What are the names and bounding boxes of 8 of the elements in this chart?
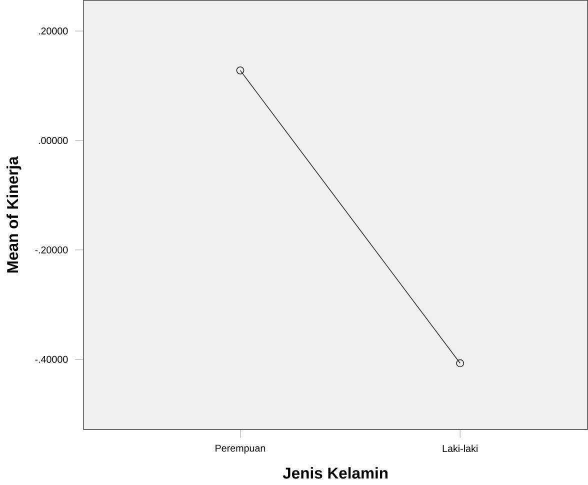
y-tick-label: .20000 — [38, 27, 68, 34]
y-axis-title: Mean of Kinerja — [6, 156, 22, 272]
y-tick-label: -.20000 — [35, 246, 68, 254]
x-axis-title: Jenis Kelamin — [282, 467, 388, 479]
y-tick-label: .00000 — [38, 136, 68, 144]
x-tick-label: Laki-laki — [442, 444, 478, 452]
x-tick-label: Perempuan — [216, 444, 266, 454]
y-tick-label: -.40000 — [35, 356, 68, 363]
